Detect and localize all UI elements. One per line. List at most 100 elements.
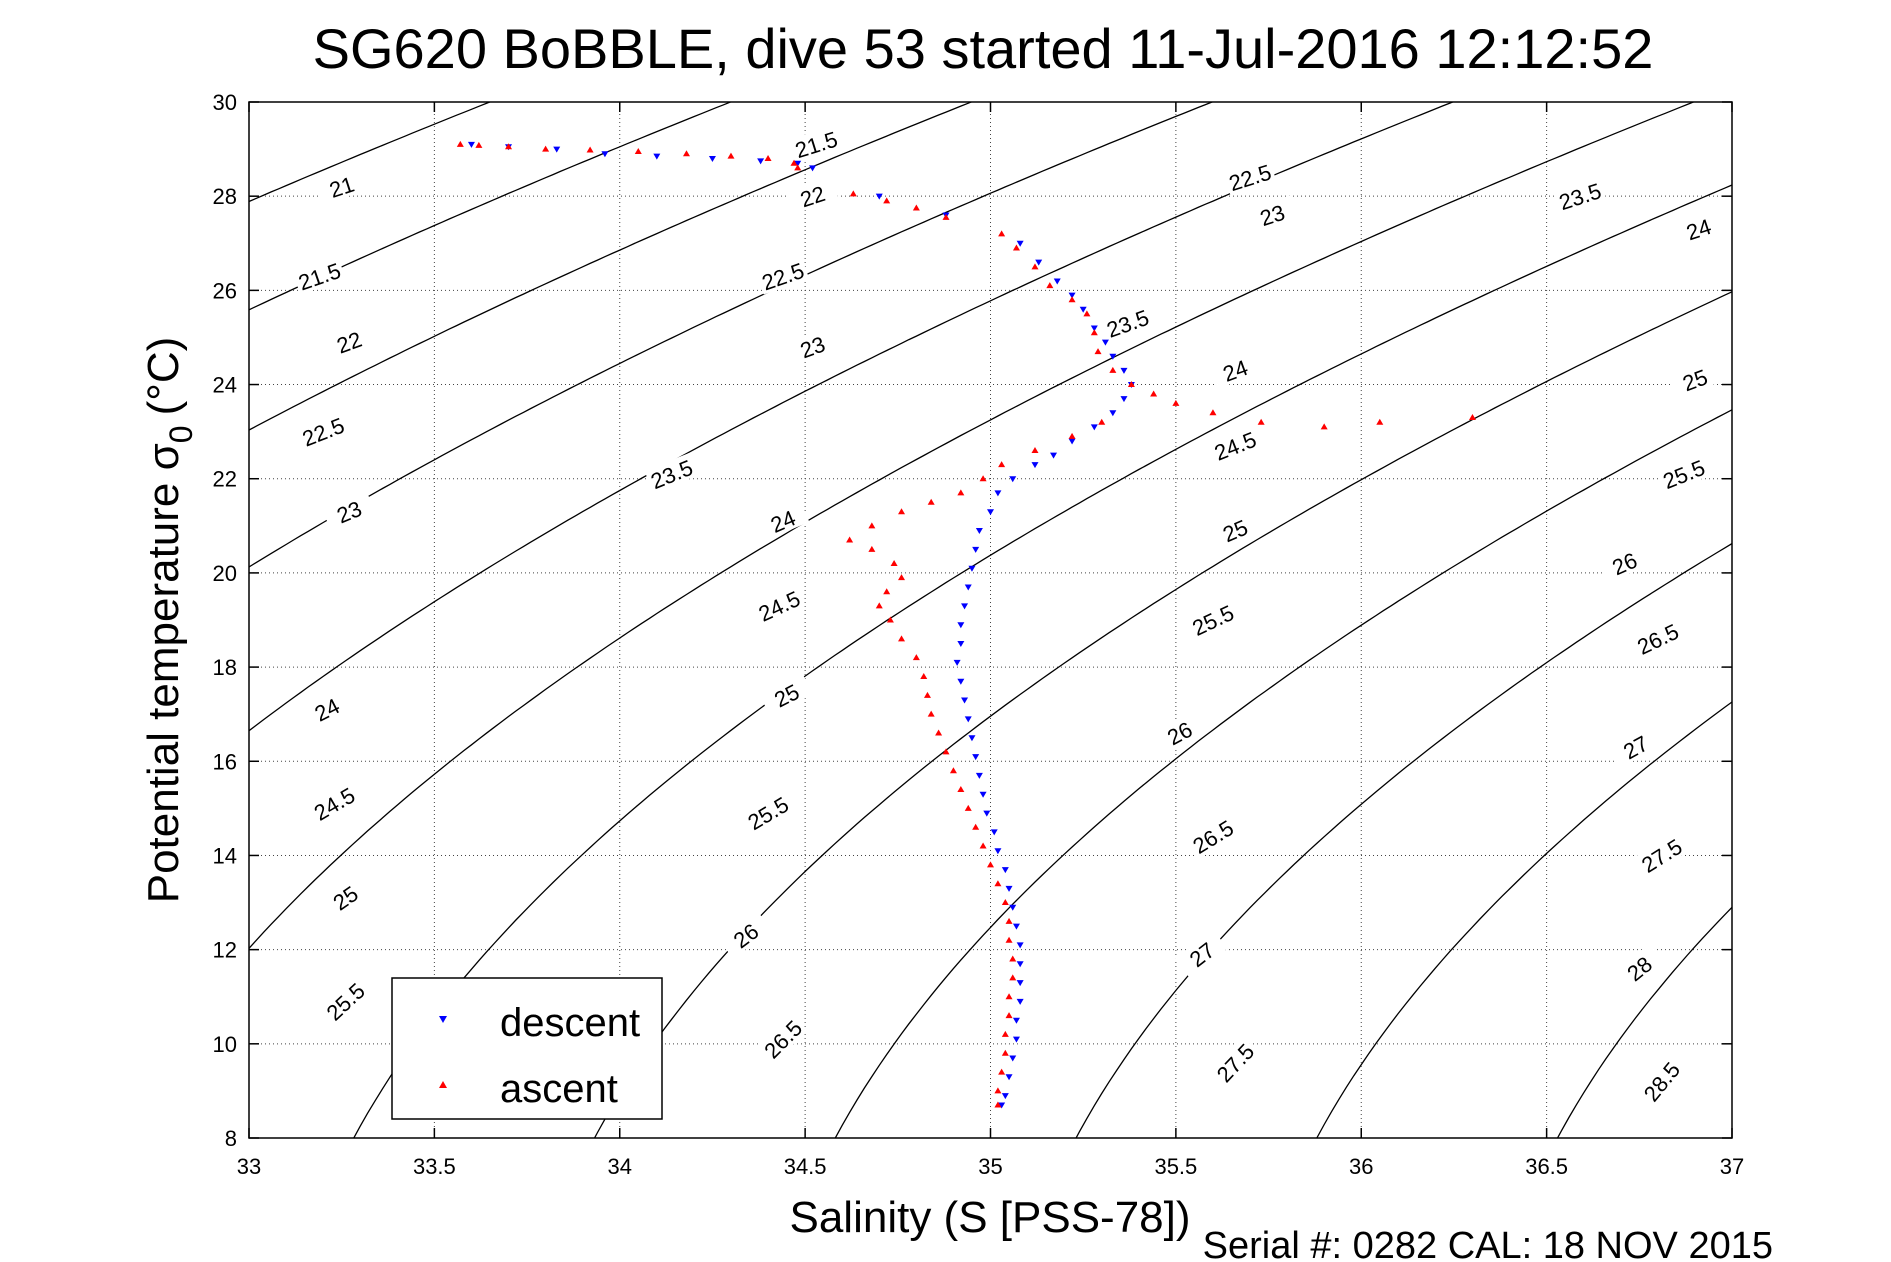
descent-point xyxy=(1109,410,1117,417)
descent-point xyxy=(983,810,991,817)
contour-label-bg xyxy=(740,789,795,835)
ascent-point xyxy=(994,880,1002,887)
descent-point xyxy=(809,165,817,172)
descent-point xyxy=(1120,396,1128,403)
contour-26.5 xyxy=(593,291,1732,1138)
ascent-point xyxy=(1009,955,1017,962)
descent-point xyxy=(1090,325,1098,332)
contour-label-bg xyxy=(755,256,810,295)
descent-point xyxy=(1016,240,1024,247)
descent-point xyxy=(1005,1074,1013,1081)
contour-label-bg xyxy=(292,256,346,295)
x-tick-label: 33 xyxy=(237,1154,261,1179)
descent-point xyxy=(1031,462,1039,469)
descent-point xyxy=(1012,1036,1020,1043)
descent-point xyxy=(975,772,983,779)
x-tick-label: 36 xyxy=(1349,1154,1373,1179)
y-tick-label: 14 xyxy=(213,843,237,868)
contour-26 xyxy=(353,184,1732,1138)
descent-point xyxy=(994,490,1002,497)
ascent-point xyxy=(957,786,965,793)
ascent-point xyxy=(1001,1030,1009,1037)
descent-point xyxy=(1009,1055,1017,1062)
contour-label: 24.5 xyxy=(1211,427,1260,466)
ascent-point xyxy=(1094,348,1102,355)
descent-point xyxy=(1009,904,1017,911)
ascent-point xyxy=(898,508,906,515)
contour-24 xyxy=(249,102,973,431)
descent-point xyxy=(1079,306,1087,313)
x-tick-label: 34 xyxy=(608,1154,632,1179)
ascent-point xyxy=(883,588,891,595)
calibration-footer: Serial #: 0282 CAL: 18 NOV 2015 xyxy=(1203,1225,1773,1262)
ascent-point xyxy=(456,140,464,147)
ascent-point xyxy=(868,522,876,529)
descent-point xyxy=(1101,339,1109,346)
ascent-point xyxy=(927,498,935,505)
contour-label-bg xyxy=(785,176,839,215)
ascent-point xyxy=(1098,418,1106,425)
descent-point xyxy=(972,754,980,761)
descent-point xyxy=(957,622,965,629)
contour-label-bg xyxy=(322,321,376,361)
ascent-point xyxy=(998,1068,1006,1075)
descent-point xyxy=(553,146,561,153)
x-tick-label: 34.5 xyxy=(784,1154,827,1179)
contour-label-bg xyxy=(1597,541,1651,584)
descent-point xyxy=(1120,367,1128,374)
x-tick-label: 33.5 xyxy=(413,1154,456,1179)
contour-label: 21.5 xyxy=(295,258,344,296)
ascent-point xyxy=(1009,974,1017,981)
ascent-point xyxy=(1109,366,1117,373)
descent-point xyxy=(957,678,965,685)
x-tick-label: 37 xyxy=(1720,1154,1744,1179)
x-tick-label: 35.5 xyxy=(1154,1154,1197,1179)
y-tick-label: 12 xyxy=(213,938,237,963)
contour-label-bg xyxy=(1608,724,1662,769)
descent-point xyxy=(1001,1093,1009,1100)
contour-23 xyxy=(249,102,492,203)
legend-ascent-label: ascent xyxy=(500,1067,618,1111)
descent-point xyxy=(972,546,980,553)
descent-point xyxy=(1109,353,1117,360)
y-tick-label: 10 xyxy=(213,1032,237,1057)
contour-25 xyxy=(249,102,1455,732)
y-tick-label: 20 xyxy=(213,561,237,586)
contour-label-bg xyxy=(296,410,350,451)
y-tick-label: 22 xyxy=(213,467,237,492)
ascent-point xyxy=(957,489,965,496)
y-axis-label-subscript: 0 xyxy=(163,425,199,443)
ascent-point xyxy=(1257,418,1265,425)
descent-point xyxy=(757,158,765,165)
ascent-point xyxy=(542,145,550,152)
descent-point xyxy=(1016,980,1024,987)
ascent-point xyxy=(727,152,735,159)
ascent-point xyxy=(927,710,935,717)
x-tick-label: 35 xyxy=(978,1154,1002,1179)
ascent-point xyxy=(935,729,943,736)
y-tick-label: 8 xyxy=(225,1126,237,1151)
legend-box xyxy=(391,977,663,1120)
descent-point xyxy=(467,141,475,148)
ascent-point xyxy=(790,159,798,166)
descent-point xyxy=(987,509,994,516)
ascent-point xyxy=(920,673,928,680)
legend: descent ascent xyxy=(391,977,663,1120)
contour-label: 25.5 xyxy=(1659,455,1708,494)
contour-label-bg xyxy=(1671,209,1725,248)
descent-point xyxy=(708,156,716,163)
contour-label-bg xyxy=(1667,359,1722,399)
contour-label-bg xyxy=(759,672,813,717)
ascent-point xyxy=(998,461,1006,468)
ascent-point xyxy=(634,147,642,154)
ascent-point xyxy=(923,691,931,698)
ascent-point xyxy=(1068,296,1076,303)
ascent-point xyxy=(994,1101,1002,1108)
contour-label: 23.5 xyxy=(647,455,696,494)
contour-label-bg xyxy=(1100,303,1154,342)
ascent-point xyxy=(586,146,594,153)
descent-point xyxy=(794,160,802,167)
contour-label-bg xyxy=(1634,831,1688,878)
